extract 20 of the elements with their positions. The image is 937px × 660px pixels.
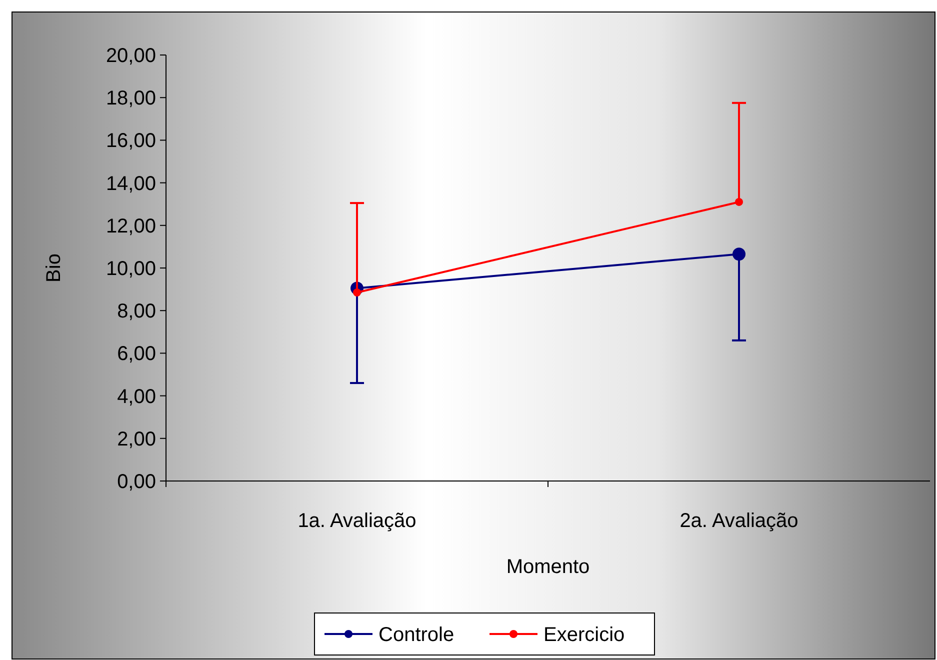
y-tick-label: 2,00 — [117, 428, 156, 450]
legend-label: Exercicio — [544, 624, 625, 646]
y-tick-label: 4,00 — [117, 386, 156, 408]
legend-label: Controle — [378, 624, 454, 646]
y-tick-label: 8,00 — [117, 300, 156, 323]
y-tick-label: 16,00 — [106, 130, 156, 152]
point — [732, 248, 746, 261]
y-tick-label: 0,00 — [117, 471, 156, 493]
y-tick-label: 18,00 — [106, 88, 156, 110]
point — [735, 198, 743, 206]
y-tick-label: 20,00 — [106, 45, 156, 67]
y-tick-label: 10,00 — [106, 258, 156, 280]
y-tick-label: 6,00 — [117, 343, 156, 366]
x-tick-label: 1a. Avaliação — [298, 510, 416, 532]
y-axis-title: Bio — [43, 254, 65, 282]
point — [353, 288, 361, 296]
y-tick-label: 12,00 — [106, 215, 156, 238]
x-tick-label: 2a. Avaliação — [680, 510, 798, 532]
y-tick-label: 14,00 — [106, 172, 156, 195]
x-axis-title: Momento — [506, 556, 590, 578]
